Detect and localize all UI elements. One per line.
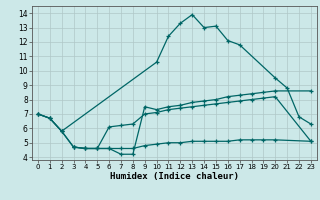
X-axis label: Humidex (Indice chaleur): Humidex (Indice chaleur) (110, 172, 239, 181)
